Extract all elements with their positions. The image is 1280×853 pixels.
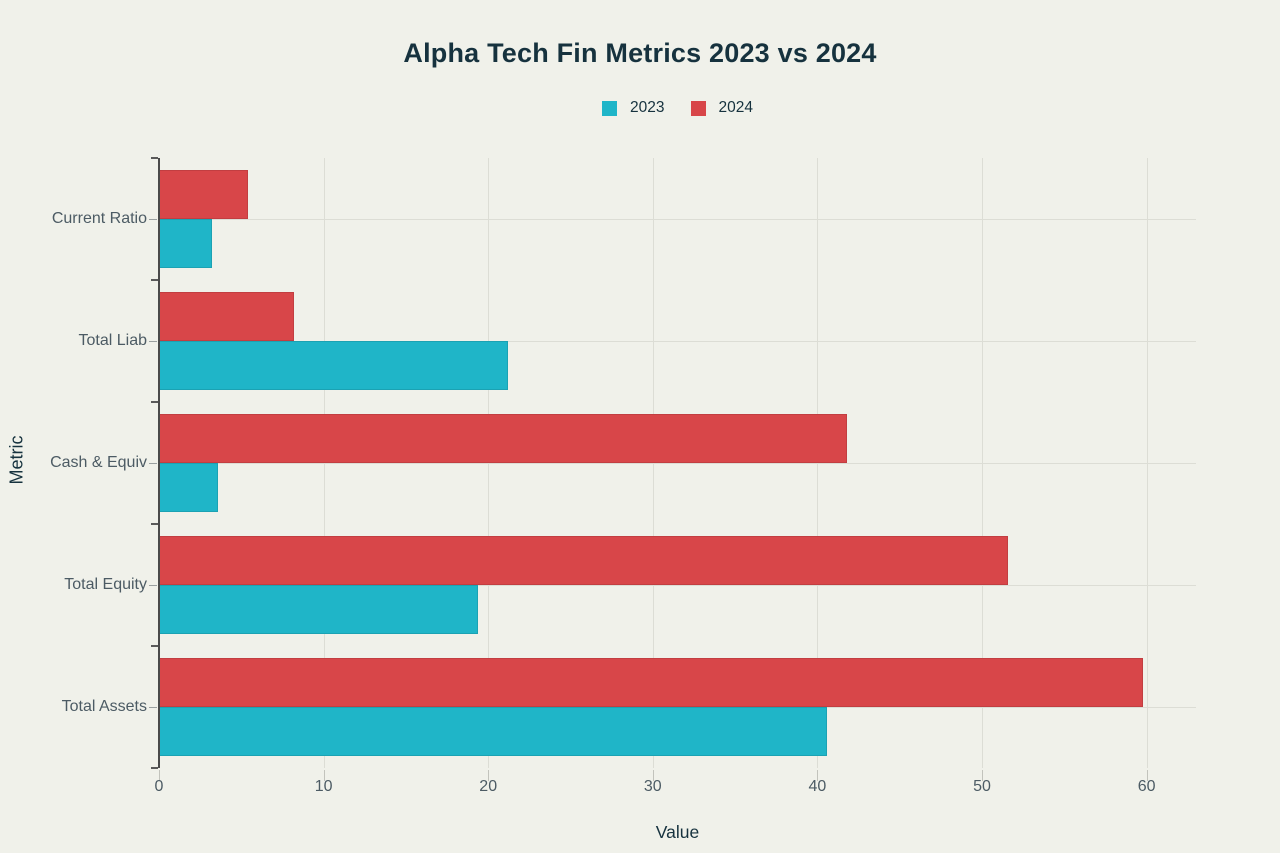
x-tick-mark bbox=[1146, 770, 1148, 781]
x-tick-mark bbox=[488, 770, 490, 781]
y-tick-label-total-equity: Total Equity bbox=[64, 576, 147, 593]
bar-2024-cash-equiv[interactable] bbox=[159, 414, 848, 463]
bar-2023-current-ratio[interactable] bbox=[159, 219, 212, 268]
legend: 2023 2024 bbox=[159, 99, 1196, 117]
legend-item-2024[interactable]: 2024 bbox=[690, 99, 753, 117]
y-gridline bbox=[159, 219, 1196, 220]
y-category-divider bbox=[151, 401, 158, 403]
bar-2024-total-assets[interactable] bbox=[159, 658, 1144, 707]
y-tick-mark bbox=[149, 341, 157, 342]
y-tick-label-total-liab: Total Liab bbox=[78, 332, 148, 349]
y-tick-mark bbox=[149, 707, 157, 708]
y-tick-mark bbox=[149, 585, 157, 586]
x-tick-label: 50 bbox=[973, 778, 991, 795]
bar-2023-cash-equiv[interactable] bbox=[159, 463, 219, 512]
y-tick-mark bbox=[149, 463, 157, 464]
x-tick-mark bbox=[982, 770, 984, 781]
bar-2024-total-liab[interactable] bbox=[159, 292, 294, 341]
bar-2023-total-liab[interactable] bbox=[159, 341, 508, 390]
y-tick-label-current-ratio: Current Ratio bbox=[51, 210, 147, 227]
x-tick-label: 0 bbox=[154, 778, 164, 795]
y-category-divider bbox=[151, 645, 158, 647]
y-gridline bbox=[159, 585, 1196, 586]
x-tick-label: 60 bbox=[1137, 778, 1156, 795]
y-category-divider bbox=[151, 767, 158, 769]
bar-2023-total-equity[interactable] bbox=[159, 585, 479, 634]
y-tick-label-total-assets: Total Assets bbox=[61, 698, 147, 715]
x-tick-mark bbox=[652, 770, 654, 781]
x-tick-label: 10 bbox=[314, 778, 333, 795]
x-tick-label: 30 bbox=[643, 778, 662, 795]
plot-area: 0 10 20 30 40 50 60 Current Ratio Total Liab Cash… bbox=[50, 157, 1196, 795]
x-tick-mark bbox=[159, 770, 160, 781]
legend-swatch-icon bbox=[602, 100, 618, 116]
y-axis-line bbox=[158, 158, 160, 768]
x-tick-label: 20 bbox=[479, 778, 498, 795]
x-axis-title: Value bbox=[655, 822, 700, 842]
bar-2023-total-assets[interactable] bbox=[159, 707, 828, 756]
legend-item-2023[interactable]: 2023 bbox=[602, 99, 665, 117]
bar-2024-total-equity[interactable] bbox=[159, 536, 1009, 585]
y-gridline bbox=[159, 463, 1196, 464]
y-axis-title: Metric bbox=[6, 435, 27, 485]
y-tick-mark bbox=[149, 219, 157, 220]
y-category-divider bbox=[151, 279, 158, 281]
legend-label: 2024 bbox=[718, 99, 753, 116]
legend-label: 2023 bbox=[630, 99, 665, 116]
y-category-divider bbox=[151, 157, 158, 159]
y-tick-label-cash-equiv: Cash & Equiv bbox=[50, 454, 147, 471]
x-tick-mark bbox=[817, 770, 819, 781]
y-category-divider bbox=[151, 523, 158, 525]
bar-2024-current-ratio[interactable] bbox=[159, 170, 248, 219]
chart-title: Alpha Tech Fin Metrics 2023 vs 2024 bbox=[403, 38, 877, 68]
x-tick-label: 40 bbox=[808, 778, 827, 795]
legend-swatch-icon bbox=[690, 100, 706, 116]
y-gridline bbox=[159, 341, 1196, 342]
x-tick-mark bbox=[323, 770, 325, 781]
